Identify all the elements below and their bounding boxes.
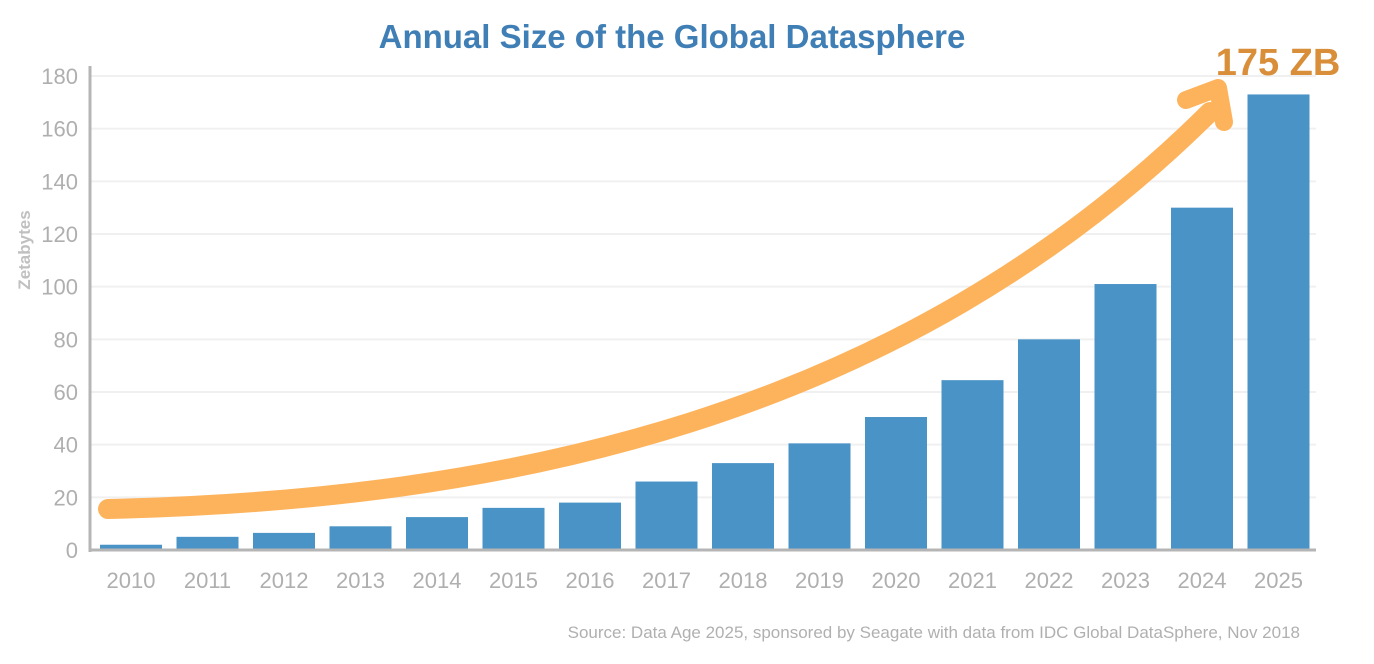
x-tick-label: 2011 — [184, 568, 231, 593]
x-tick-label: 2021 — [948, 568, 997, 593]
y-tick-label: 180 — [41, 64, 78, 89]
bar-2014 — [406, 517, 468, 550]
bar-2016 — [559, 502, 621, 550]
bar-2018 — [712, 463, 774, 550]
x-tick-label: 2017 — [642, 568, 691, 593]
x-tick-label: 2023 — [1101, 568, 1150, 593]
x-tick-label: 2020 — [872, 568, 921, 593]
y-tick-label: 100 — [41, 275, 78, 300]
source-note: Source: Data Age 2025, sponsored by Seag… — [568, 623, 1300, 642]
x-tick-label: 2016 — [566, 568, 615, 593]
growth-arrow-head-icon — [1177, 79, 1233, 131]
chart-title: Annual Size of the Global Datasphere — [379, 18, 966, 55]
bar-2021 — [941, 380, 1004, 550]
bar-2012 — [253, 532, 315, 550]
x-tick-label: 2012 — [260, 568, 309, 593]
x-tick-label: 2014 — [413, 568, 462, 593]
bar-2010 — [100, 544, 162, 550]
y-tick-label: 20 — [54, 485, 78, 510]
bar-2020 — [865, 417, 927, 550]
bar-2024 — [1171, 207, 1233, 550]
y-tick-label: 60 — [54, 380, 78, 405]
x-tick-label: 2022 — [1025, 568, 1074, 593]
x-tick-label: 2013 — [336, 568, 385, 593]
y-tick-label: 80 — [54, 327, 78, 352]
bar-2011 — [176, 536, 239, 550]
x-tick-label: 2025 — [1254, 568, 1303, 593]
bar-2025 — [1247, 94, 1310, 550]
bar-2022 — [1018, 339, 1080, 550]
x-tick-label: 2015 — [489, 568, 538, 593]
y-tick-label: 140 — [41, 169, 78, 194]
bar-2015 — [482, 507, 545, 550]
y-tick-label: 40 — [54, 433, 78, 458]
x-tick-label: 2019 — [795, 568, 844, 593]
y-tick-label: 0 — [66, 538, 78, 563]
x-tick-label: 2024 — [1178, 568, 1227, 593]
bar-2013 — [329, 526, 392, 550]
bar-2023 — [1094, 284, 1157, 550]
bar-2017 — [635, 481, 698, 550]
bar-2019 — [788, 443, 851, 550]
y-tick-label: 160 — [41, 117, 78, 142]
x-tick-label: 2010 — [107, 568, 156, 593]
growth-arrow-curve — [98, 102, 1220, 519]
y-axis-label: Zetabytes — [15, 210, 34, 289]
x-tick-label: 2018 — [719, 568, 768, 593]
y-tick-label: 120 — [41, 222, 78, 247]
annotation-175zb: 175 ZB — [1216, 42, 1341, 84]
